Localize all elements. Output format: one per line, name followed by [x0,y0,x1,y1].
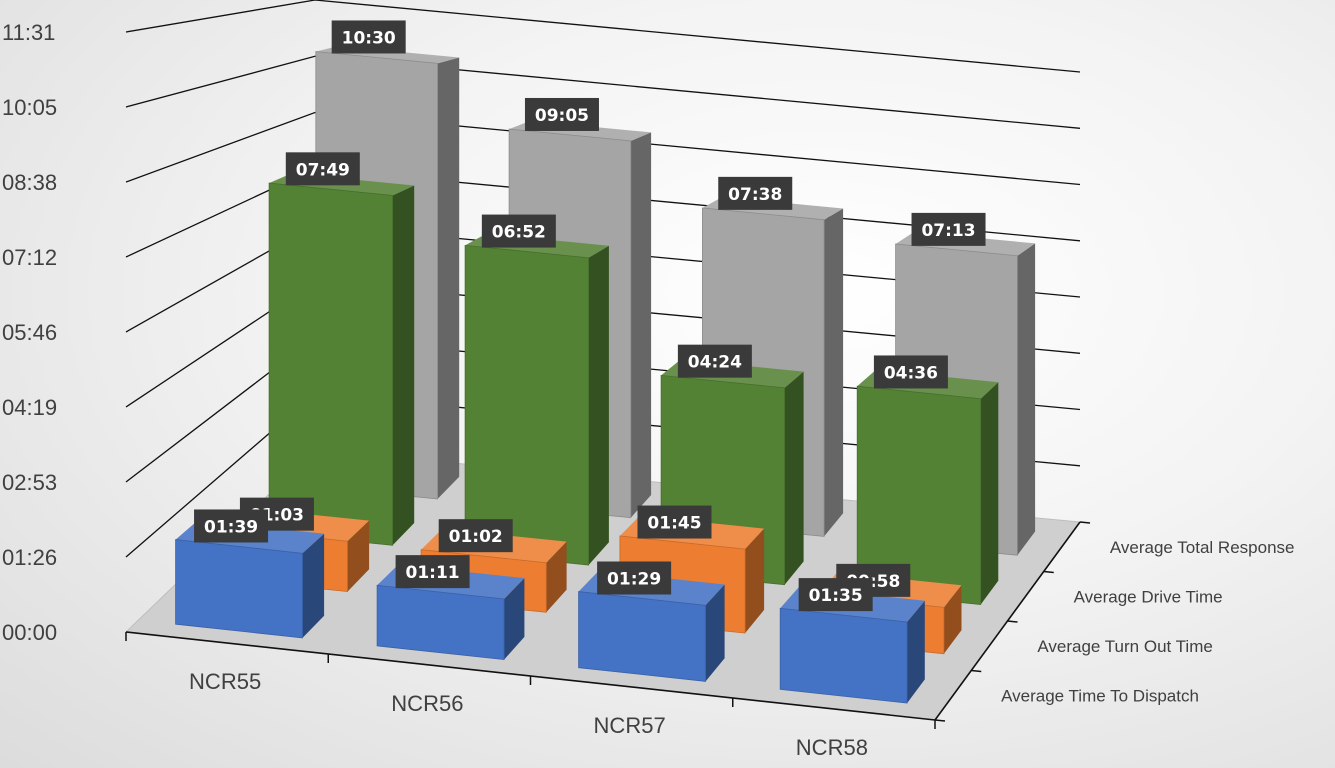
bar-side [907,600,925,704]
gridline [125,111,1081,186]
data-label-box [637,505,712,539]
data-label: 04:24 [677,344,752,378]
data-label-text: 04:36 [884,363,938,383]
bar-side [347,520,370,592]
category-label: NCR56 [391,691,463,716]
category-label: NCR58 [796,735,868,760]
depth-tick [1043,570,1054,574]
series-label: Average Drive Time [1074,587,1223,606]
y-tick-label: 04:19 [2,395,57,420]
data-label: 07:38 [718,176,793,210]
y-tick-label: 01:26 [2,545,57,570]
data-label-box [677,344,752,378]
bar-side [824,208,844,537]
bar-front [376,584,505,661]
bar-front [578,591,706,682]
data-label: 07:49 [285,152,360,186]
data-label: 01:29 [597,561,672,595]
data-label-text: 01:02 [449,527,503,547]
y-tick-label: 05:46 [2,320,57,345]
gridline [125,55,1081,129]
data-label-box [438,519,513,553]
bar-side [302,533,325,638]
depth-tick [1079,521,1091,524]
y-tick-label: 11:31 [2,20,55,45]
data-label-box [285,152,360,186]
category-label: NCR57 [594,713,666,738]
bar-side [437,57,460,499]
data-label-text: 09:05 [535,106,589,126]
data-label-text: 04:24 [688,353,742,373]
data-label-box [524,97,599,131]
bar-side [705,584,725,682]
bar-front [464,244,589,566]
y-tick-label: 02:53 [2,470,57,495]
data-label: 01:45 [637,505,712,539]
data-label-box [331,20,406,54]
y-tick-label: 07:12 [2,245,57,270]
data-label-text: 01:45 [647,514,701,534]
bar-side [1017,243,1036,556]
bar-front [779,607,908,704]
data-label-box [798,578,873,612]
gridline [125,0,1081,73]
bar-front [175,539,303,639]
data-label-box [194,509,269,543]
data-label-box [395,555,470,589]
data-labels: 10:30 09:05 07:38 07:13 07:49 06:52 04:24 04:36… [194,20,986,612]
data-label-text: 06:52 [492,223,546,243]
bar-side [588,245,609,566]
bar-side [745,528,765,634]
bar-side [546,541,567,613]
depth-tick [1007,620,1018,623]
category-label: NCR55 [189,669,261,694]
data-label: 04:36 [873,355,948,389]
data-label-box [597,561,672,595]
bar-side [980,382,999,605]
bar-side [630,132,652,518]
data-label-box [718,176,793,210]
series-label: Average Turn Out Time [1037,637,1212,656]
data-label: 01:02 [438,519,513,553]
data-label-text: 01:29 [607,569,661,589]
bar-side [504,578,525,660]
data-label: 01:11 [395,555,470,589]
y-tick-label: 08:38 [2,170,57,195]
data-label-text: 07:38 [728,185,782,205]
data-label: 07:13 [911,212,986,246]
data-label-text: 07:49 [296,160,350,180]
bar-front [268,182,394,546]
bar [464,233,609,566]
data-label-text: 01:35 [809,586,863,606]
series-label: Average Total Response [1110,538,1295,557]
bar-side [392,185,415,546]
y-tick-label: 00:00 [2,620,57,645]
depth-tick [934,719,946,722]
data-label-text: 10:30 [342,28,396,48]
data-label: 06:52 [481,214,556,248]
series-label: Average Time To Dispatch [1001,686,1199,705]
bar-side [943,585,962,654]
bar-side [784,371,804,585]
data-label: 09:05 [524,97,599,131]
data-label-box [481,214,556,248]
data-label: 01:35 [798,578,873,612]
data-label-text: 01:39 [204,517,258,537]
bar [268,173,415,546]
axes: 00:00 01:26 02:53 04:19 05:46 07:12 08:38 10:05… [2,20,1294,760]
depth-tick [971,669,982,673]
data-label-box [873,355,948,389]
data-label-text: 01:11 [406,563,460,583]
data-label-text: 07:13 [921,221,975,241]
y-tick-label: 10:05 [2,95,57,120]
data-label-box [911,212,986,246]
bar [578,571,725,682]
data-label: 10:30 [331,20,406,54]
data-label: 01:39 [194,509,269,543]
